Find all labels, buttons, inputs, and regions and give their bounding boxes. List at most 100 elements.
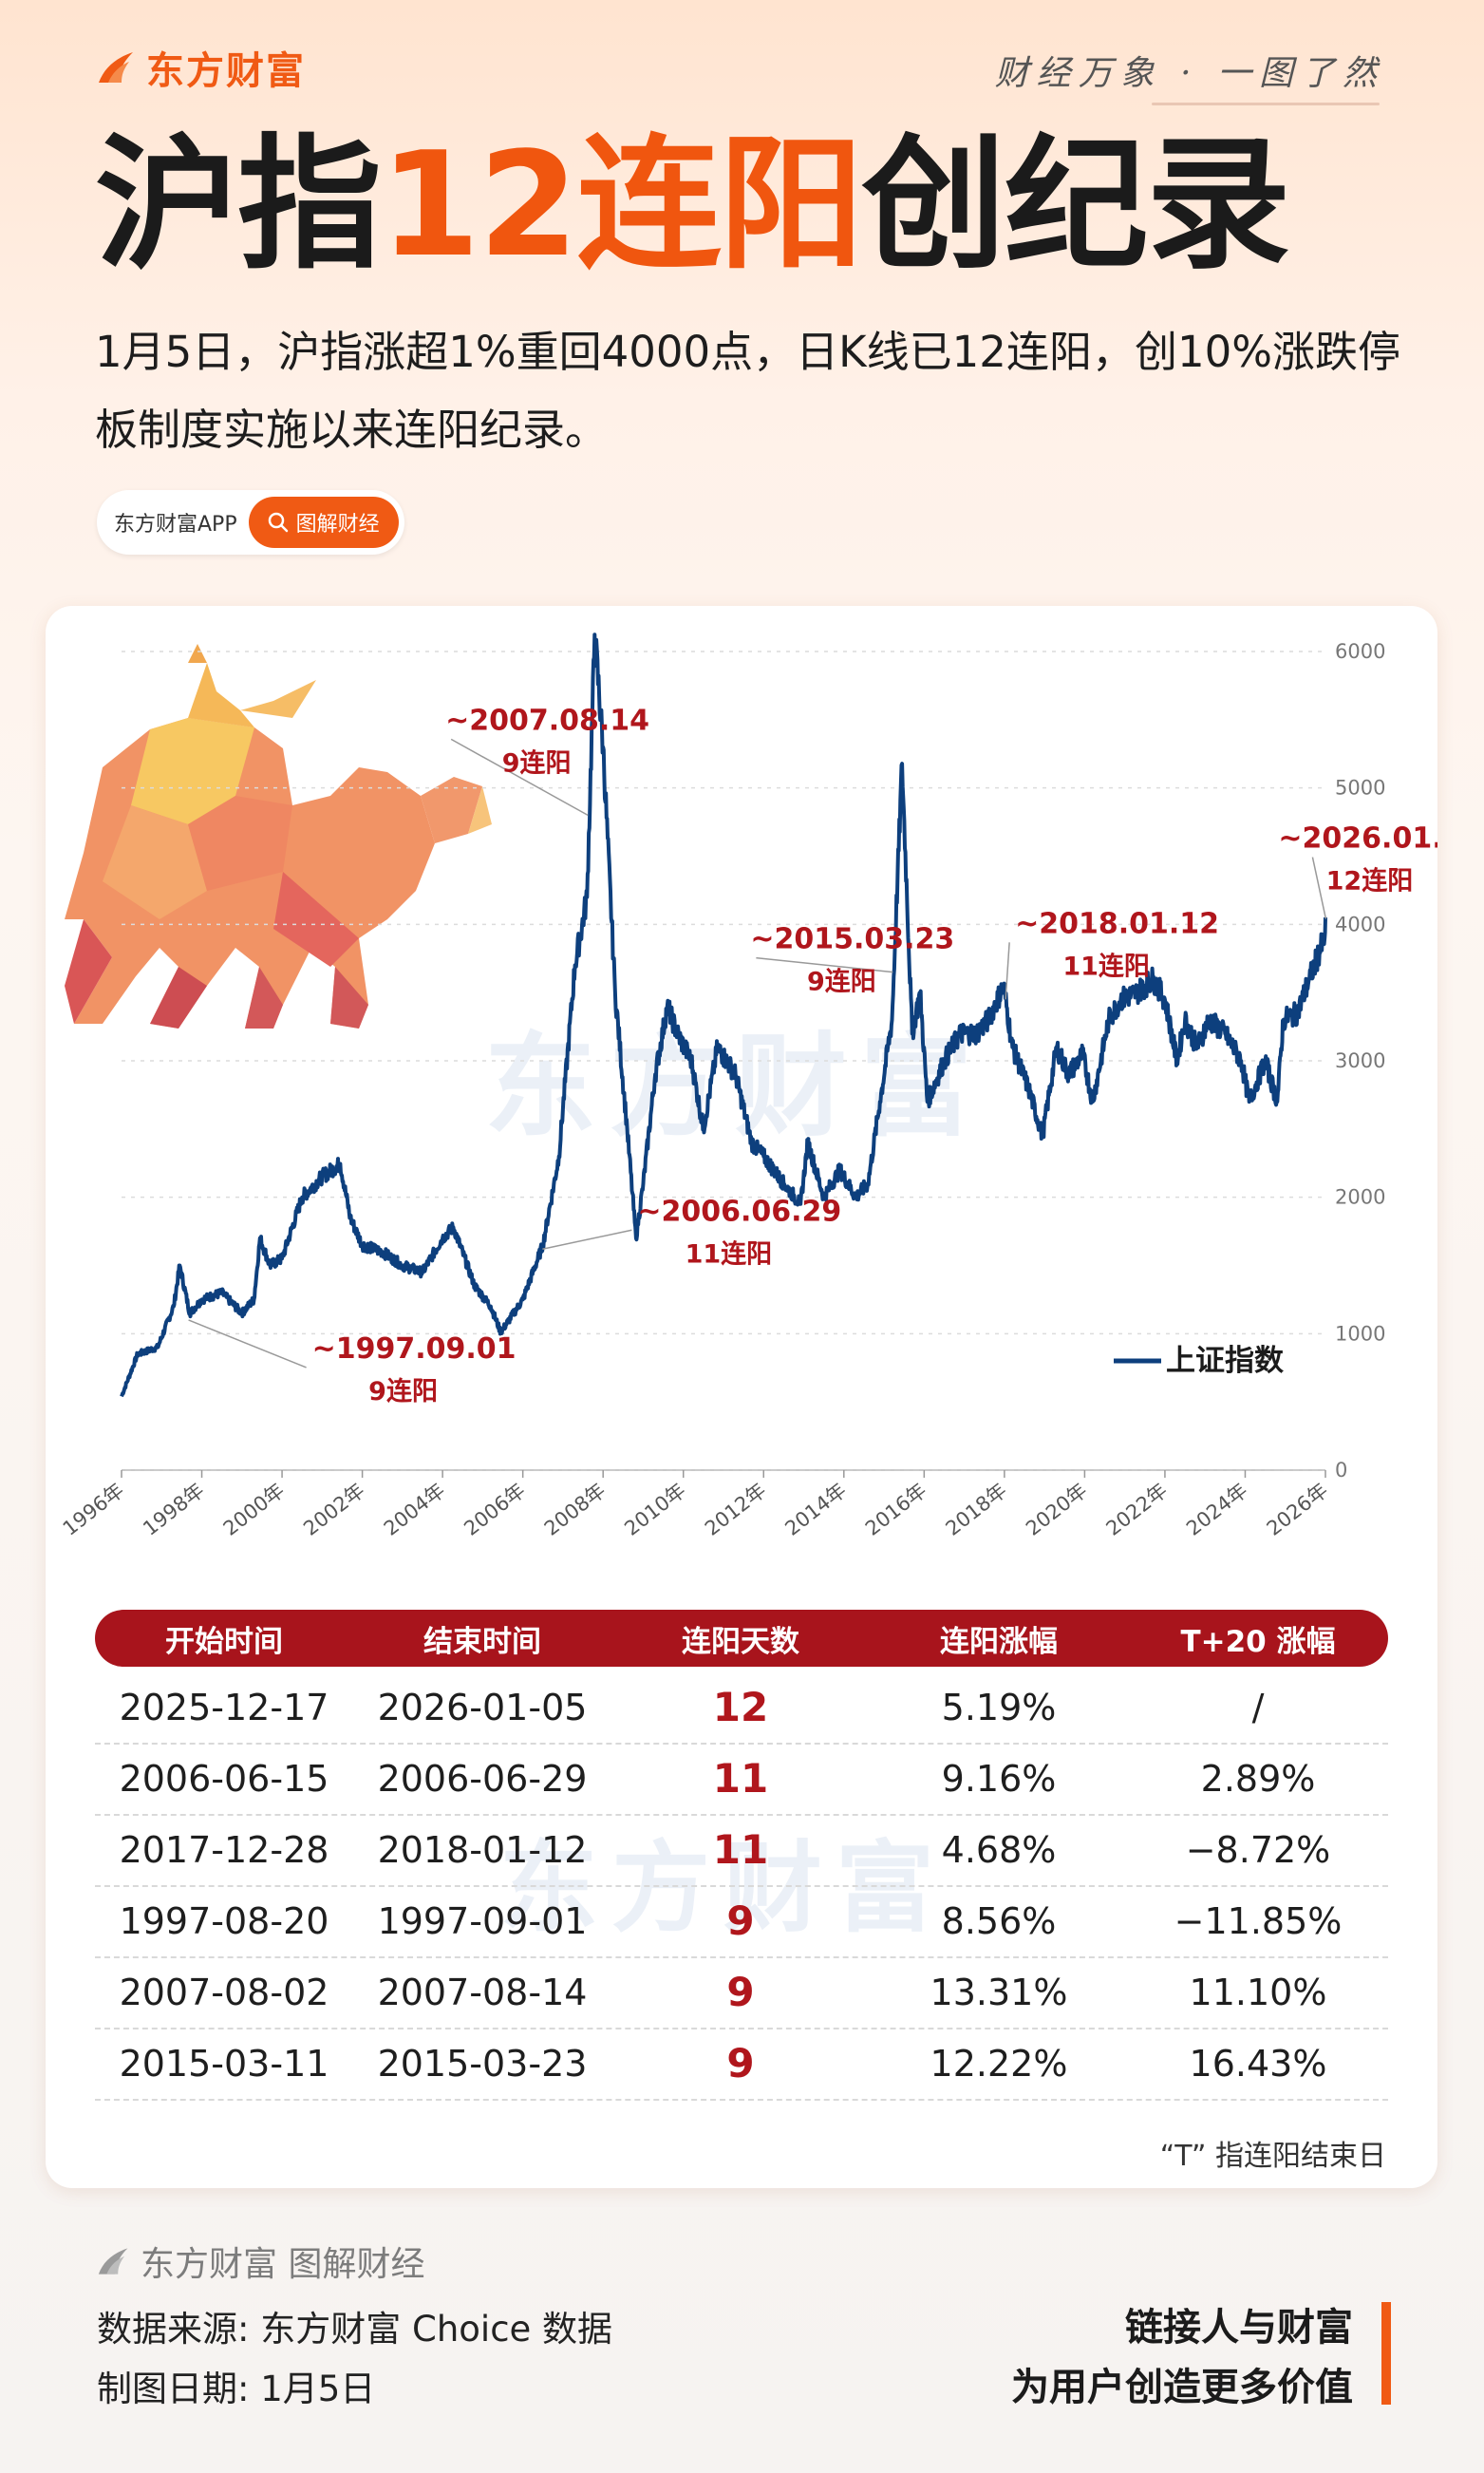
y-tick-label: 1000 <box>1335 1322 1385 1345</box>
annotation-streak: 11连阳 <box>686 1238 773 1269</box>
x-tick-label: 1996年 <box>59 1479 128 1540</box>
cell-t20: −11.85% <box>1174 1899 1343 1942</box>
cell-t20: 2.89% <box>1200 1757 1316 1800</box>
table-row: 2007-08-02 2007-08-14 9 13.31% 11.10% <box>95 1956 1388 2029</box>
column-header-days: 连阳天数 <box>682 1624 799 1659</box>
flame-icon <box>99 52 133 83</box>
cell-gain: 13.31% <box>930 1971 1068 2013</box>
cell-gain: 9.16% <box>941 1757 1057 1800</box>
table-row: 2025-12-17 2026-01-05 12 5.19% / <box>95 1671 1388 1745</box>
y-tick-label: 5000 <box>1335 777 1385 800</box>
cell-start: 2007-08-02 <box>119 1971 329 2013</box>
cell-days: 11 <box>712 1755 769 1802</box>
watermark: 东方财富 <box>499 1830 949 1946</box>
cell-end: 2018-01-12 <box>377 1828 588 1871</box>
annotation-leader <box>1311 857 1327 919</box>
cell-end: 1997-09-01 <box>377 1899 588 1942</box>
y-tick-label: 2000 <box>1335 1186 1385 1209</box>
annotation-date: ~2026.01.05 <box>1278 822 1437 856</box>
cell-end: 2007-08-14 <box>377 1971 588 2013</box>
x-tick-label: 2008年 <box>540 1479 610 1540</box>
search-icon <box>268 512 288 533</box>
cell-t20: / <box>1251 1686 1265 1728</box>
cell-days: 12 <box>712 1684 769 1730</box>
y-tick-label: 0 <box>1335 1459 1347 1482</box>
x-tick-label: 2002年 <box>299 1479 368 1540</box>
tagline-line-1: 链接人与财富 <box>1125 2306 1353 2350</box>
cell-t20: −8.72% <box>1185 1828 1331 1871</box>
legend-label: 上证指数 <box>1166 1344 1284 1378</box>
cell-gain: 5.19% <box>941 1686 1057 1728</box>
footer-brand: 东方财富 图解财经 <box>95 2237 424 2286</box>
annotation-date: ~1997.09.01 <box>312 1332 517 1366</box>
cell-start: 1997-08-20 <box>119 1899 329 1942</box>
chart-card: 东方财富 东方财富 0 1000 2000 3000 4000 5000 6000 1996… <box>46 606 1437 2188</box>
page-title: 沪指12连阳创纪录 <box>95 133 1291 277</box>
annotation-streak: 9连阳 <box>807 967 876 997</box>
x-tick-label: 2014年 <box>780 1479 850 1540</box>
x-tick-label: 2018年 <box>941 1479 1010 1540</box>
annotation-streak: 9连阳 <box>502 747 572 778</box>
brand-logo: 东方财富 <box>95 40 306 95</box>
column-header-t20: T+20 涨幅 <box>1180 1624 1336 1659</box>
table-row: 2006-06-15 2006-06-29 11 9.16% 2.89% <box>95 1743 1388 1816</box>
annotation-date: ~2015.03.23 <box>750 923 954 956</box>
app-name: 东方财富APP <box>114 513 237 537</box>
table-row: 2017-12-28 2018-01-12 11 4.68% −8.72% <box>95 1814 1388 1887</box>
x-tick-label: 2026年 <box>1263 1479 1332 1540</box>
cell-gain: 12.22% <box>930 2042 1068 2085</box>
annotation-streak: 11连阳 <box>1062 951 1150 981</box>
data-source: 数据来源: 东方财富 Choice 数据 <box>97 2309 613 2350</box>
bull-illustration <box>65 644 492 1029</box>
cell-end: 2015-03-23 <box>377 2042 588 2085</box>
x-tick-label: 2016年 <box>861 1479 930 1540</box>
cell-gain: 4.68% <box>941 1828 1057 1871</box>
x-tick-label: 2024年 <box>1182 1479 1251 1540</box>
y-tick-label: 6000 <box>1335 640 1385 663</box>
series-line-shanghai-index <box>120 632 1327 1398</box>
table-note: “T” 指连阳结束日 <box>1159 2140 1386 2173</box>
cell-gain: 8.56% <box>941 1899 1057 1942</box>
cell-start: 2006-06-15 <box>119 1757 329 1800</box>
x-tick-label: 2010年 <box>620 1479 689 1540</box>
title-post: 创纪录 <box>861 121 1291 289</box>
cell-start: 2017-12-28 <box>119 1828 329 1871</box>
cell-days: 9 <box>726 1969 755 2015</box>
footer-brand-text: 东方财富 图解财经 <box>141 2245 425 2284</box>
cell-t20: 16.43% <box>1189 2042 1327 2085</box>
slogan: 财经万象 · 一图了然 <box>994 54 1384 93</box>
annotation-leader <box>1005 942 1010 1000</box>
x-tick-label: 2020年 <box>1022 1479 1091 1540</box>
column-header-gain: 连阳涨幅 <box>940 1624 1058 1659</box>
annotation-leader <box>188 1319 307 1369</box>
cell-days: 9 <box>726 1897 755 1944</box>
tagline-line-2: 为用户创造更多价值 <box>1011 2366 1353 2409</box>
x-tick-label: 2022年 <box>1102 1479 1172 1540</box>
x-tick-label: 2000年 <box>219 1479 289 1540</box>
flame-icon <box>98 2248 128 2275</box>
column-header-start: 开始时间 <box>165 1624 283 1659</box>
cell-days: 11 <box>712 1826 769 1873</box>
chart-date: 制图日期: 1月5日 <box>97 2369 376 2409</box>
x-tick-label: 2006年 <box>460 1479 529 1540</box>
x-tick-label: 2012年 <box>701 1479 770 1540</box>
search-button[interactable]: 图解财经 <box>248 497 399 548</box>
cell-end: 2006-06-29 <box>377 1757 588 1800</box>
subtitle: 1月5日，沪指涨超1%重回4000点，日K线已12连阳，创10%涨跌停板制度实施… <box>95 327 1400 455</box>
annotation-streak: 9连阳 <box>368 1376 438 1406</box>
table-header: 开始时间 结束时间 连阳天数 连阳涨幅 T+20 涨幅 <box>95 1610 1388 1667</box>
legend: 上证指数 <box>1114 1344 1284 1378</box>
x-tick-label: 2004年 <box>380 1479 449 1540</box>
slogan-underline <box>1152 103 1380 105</box>
annotation-leader <box>542 1229 632 1250</box>
line-chart: 0 1000 2000 3000 4000 5000 6000 1996年 1998年 2000… <box>59 632 1437 1540</box>
app-tag[interactable]: 东方财富APP 图解财经 <box>97 490 404 555</box>
search-button-label: 图解财经 <box>295 513 380 537</box>
annotation-leader <box>450 738 589 817</box>
annotation-date: ~2006.06.29 <box>637 1195 841 1228</box>
annotation-leader <box>756 956 893 973</box>
tagline: 链接人与财富 为用户创造更多价值 <box>1011 2298 1353 2418</box>
annotation-streak: 12连阳 <box>1326 866 1414 897</box>
cell-end: 2026-01-05 <box>377 1686 588 1728</box>
tagline-accent-bar <box>1381 2302 1391 2405</box>
